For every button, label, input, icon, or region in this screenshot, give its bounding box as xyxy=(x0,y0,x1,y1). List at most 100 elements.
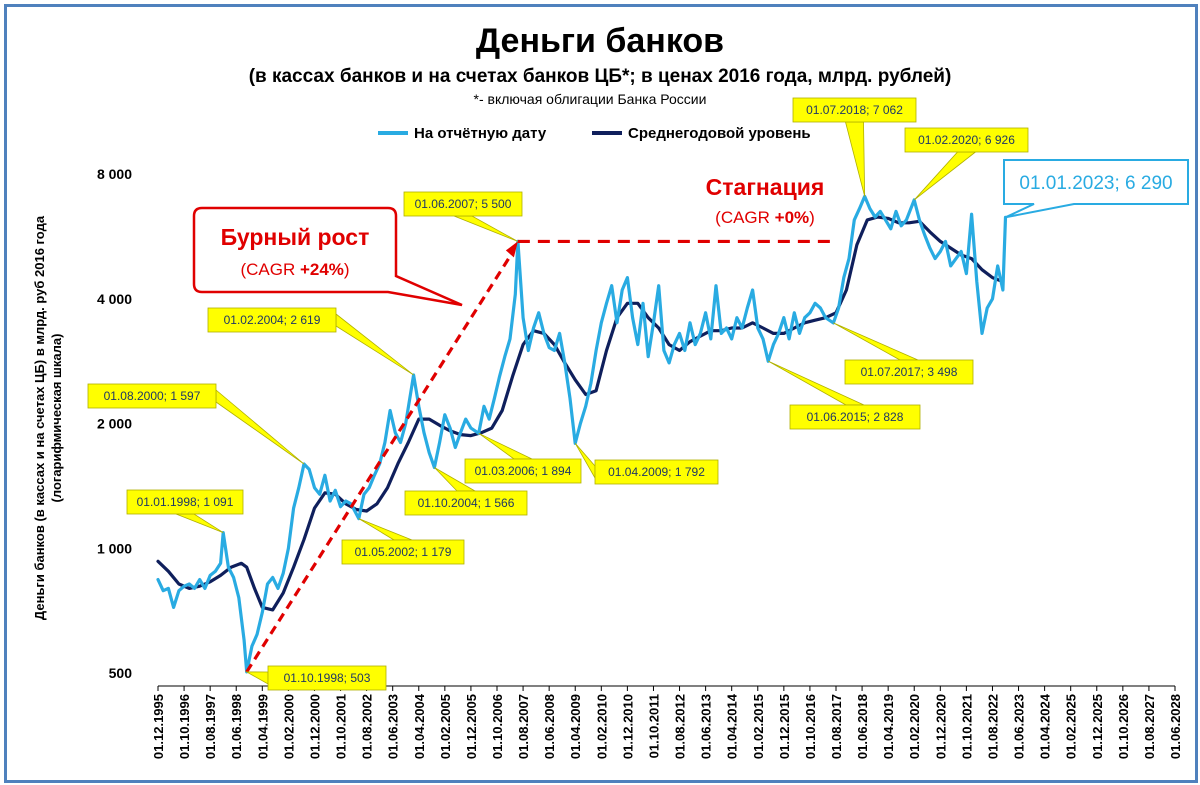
callout-pointer xyxy=(453,215,519,242)
x-tick-label: 01.04.2004 xyxy=(412,693,427,759)
callout-pointer xyxy=(358,518,413,541)
x-tick-label: 01.02.2015 xyxy=(751,694,766,759)
chart-title: Деньги банков xyxy=(476,22,724,60)
y-axis-ticks: 500 1 000 2 000 4 000 8 000 xyxy=(97,166,132,681)
x-tick-label: 01.04.2019 xyxy=(881,694,896,759)
growth-trend-line xyxy=(245,252,514,673)
x-tick-label: 01.10.1996 xyxy=(177,694,192,759)
y-axis-label: Деньги банков (в кассах и на счетах ЦБ) … xyxy=(32,215,64,620)
callout-box xyxy=(126,489,244,515)
callout-label: 01.07.2018; 7 062 xyxy=(806,103,903,117)
x-tick-label: 01.10.2011 xyxy=(646,694,661,758)
y-tick-label: 8 000 xyxy=(97,166,132,182)
callout-label: 01.02.2020; 6 926 xyxy=(918,133,1015,147)
x-tick-label: 01.12.2000 xyxy=(307,694,322,759)
callout-label: 01.08.2000; 1 597 xyxy=(104,389,201,403)
callout-pointer xyxy=(913,151,977,201)
x-tick-label: 01.12.2005 xyxy=(464,694,479,759)
stagnation-title: Стагнация xyxy=(706,174,825,200)
callout-box xyxy=(341,539,465,565)
stagnation-cagr-value: +0% xyxy=(775,208,810,227)
x-tick-label: 01.10.2016 xyxy=(803,694,818,759)
x-tick-label: 01.08.2017 xyxy=(829,694,844,759)
data-callouts: 01.01.1998; 1 091 01.10.1998; 503 01.08.20… xyxy=(87,97,1029,691)
callout-label: 01.07.2017; 3 498 xyxy=(861,365,958,379)
x-tick-label: 01.04.2014 xyxy=(725,693,740,759)
callout-label: 01.01.1998; 1 091 xyxy=(137,495,234,509)
x-tick-label: 01.08.2022 xyxy=(985,694,1000,759)
growth-cagr-suffix: ) xyxy=(344,260,350,279)
callout-box xyxy=(404,490,528,516)
series-annual-average xyxy=(156,215,1005,612)
callout-pointer xyxy=(335,313,414,376)
chart-footnote: *- включая облигации Банка России xyxy=(474,91,707,107)
y-tick-label: 1 000 xyxy=(97,540,132,556)
x-tick-label: 01.08.2027 xyxy=(1142,694,1157,759)
x-tick-label: 01.12.2020 xyxy=(933,694,948,759)
x-tick-label: 01.08.1997 xyxy=(203,694,218,759)
callout-label: 01.05.2002; 1 179 xyxy=(355,545,452,559)
x-tick-label: 01.08.2002 xyxy=(360,694,375,759)
last-value-callout: 01.01.2023; 6 290 xyxy=(1003,159,1189,219)
x-tick-label: 01.12.2025 xyxy=(1090,694,1105,759)
callout-pointer xyxy=(833,322,919,361)
callout-box xyxy=(403,191,523,217)
growth-title: Бурный рост xyxy=(221,224,370,250)
x-tick-label: 01.04.1999 xyxy=(255,694,270,759)
legend-label-annual-average: Среднегодовой уровень xyxy=(628,125,811,142)
x-tick-label: 01.06.2008 xyxy=(542,694,557,759)
x-tick-label: 01.02.2005 xyxy=(438,694,453,759)
callout-label: 01.10.1998; 503 xyxy=(284,671,371,685)
x-tick-label: 01.02.2010 xyxy=(594,694,609,759)
callout-box xyxy=(844,359,974,385)
x-tick-label: 01.12.1995 xyxy=(151,694,166,759)
callout-label: 01.03.2006; 1 894 xyxy=(475,464,572,478)
callout-label: 01.06.2015; 2 828 xyxy=(807,410,904,424)
callout-pointer xyxy=(215,389,305,465)
x-axis: 01.12.1995 01.10.1996 01.08.1997 01.06.1998… xyxy=(151,685,1183,759)
x-tick-label: 01.06.2028 xyxy=(1168,694,1183,759)
x-tick-label: 01.08.2012 xyxy=(673,694,688,759)
y-axis-label-line1: Деньги банков (в кассах и на счетах ЦБ) … xyxy=(32,215,47,620)
y-tick-label: 4 000 xyxy=(97,291,132,307)
callout-box xyxy=(594,459,719,485)
callout-box xyxy=(267,665,387,691)
callout-label: 01.02.2004; 2 619 xyxy=(224,313,321,327)
x-tick-label: 01.04.2009 xyxy=(568,694,583,759)
growth-cagr: (CAGR +24%) xyxy=(240,260,349,279)
x-tick-label: 01.06.2013 xyxy=(699,694,714,759)
y-axis-label-line2: (логарифмическая шкала) xyxy=(49,334,64,503)
callout-label: 01.04.2009; 1 792 xyxy=(608,465,705,479)
x-tick-label: 01.12.2015 xyxy=(777,694,792,759)
callout-pointer xyxy=(175,513,224,533)
x-tick-label: 01.06.2023 xyxy=(1012,694,1027,759)
y-tick-label: 500 xyxy=(109,665,133,681)
annual-average-line xyxy=(156,215,1005,612)
x-tick-label: 01.10.2006 xyxy=(490,694,505,759)
x-tick-label: 01.02.2020 xyxy=(907,694,922,759)
x-tick-label: 01.06.2018 xyxy=(855,694,870,759)
x-tick-label: 01.06.2003 xyxy=(386,694,401,759)
x-tick-label: 01.08.2007 xyxy=(516,694,531,759)
x-tick-label: 01.10.2021 xyxy=(959,694,974,759)
growth-callout-box xyxy=(192,206,463,307)
stagnation-cagr-prefix: (CAGR xyxy=(715,208,775,227)
callout-pointer xyxy=(478,432,533,460)
legend-label-reporting-date: На отчётную дату xyxy=(414,125,547,142)
x-tick-label: 01.12.2010 xyxy=(620,694,635,759)
growth-callout: Бурный рост (CAGR +24%) xyxy=(192,206,463,307)
trend-lines xyxy=(245,239,836,673)
x-tick-label: 01.10.2026 xyxy=(1116,694,1131,759)
growth-cagr-value: +24% xyxy=(300,260,344,279)
x-tick-label: 01.04.2024 xyxy=(1038,693,1053,759)
stagnation-cagr: (CAGR +0%) xyxy=(715,208,815,227)
callout-pointer xyxy=(844,121,866,197)
last-value-label: 01.01.2023; 6 290 xyxy=(1019,173,1172,194)
stagnation-cagr-suffix: ) xyxy=(809,208,815,227)
x-tick-label: 01.10.2001 xyxy=(334,694,349,759)
callout-box xyxy=(904,127,1029,153)
callout-label: 01.06.2007; 5 500 xyxy=(415,197,512,211)
callout-label: 01.10.2004; 1 566 xyxy=(418,496,515,510)
callout-box xyxy=(464,458,582,484)
